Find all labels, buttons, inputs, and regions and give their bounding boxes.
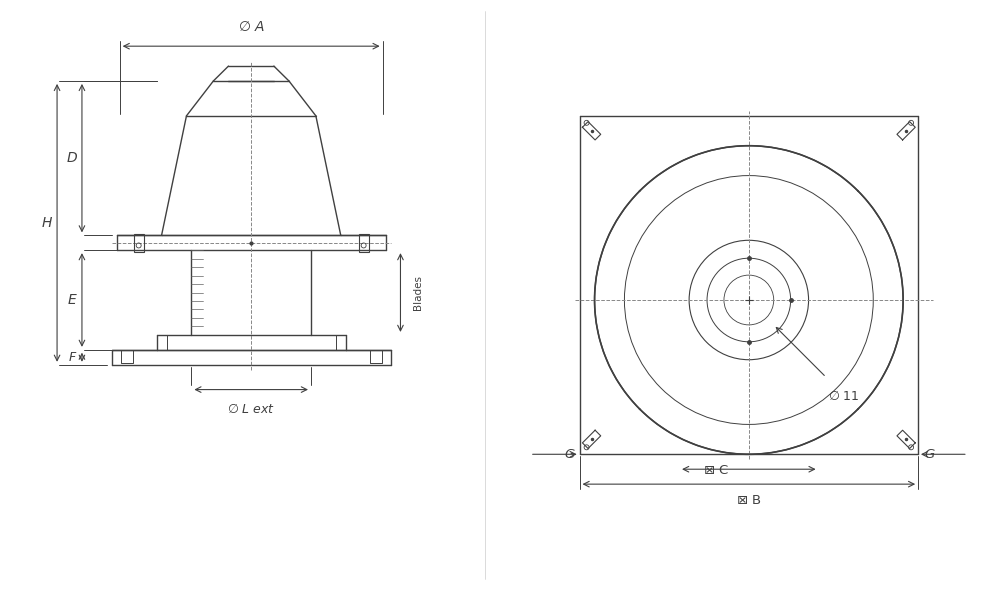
Text: $\varnothing$ 11: $\varnothing$ 11 — [828, 389, 860, 403]
Bar — [359, 234, 369, 252]
Text: $\boxtimes$ C: $\boxtimes$ C — [703, 464, 729, 477]
Text: H: H — [42, 216, 52, 230]
Text: F: F — [68, 351, 76, 364]
Text: $\boxtimes$ B: $\boxtimes$ B — [736, 494, 762, 507]
Text: E: E — [68, 293, 76, 307]
Bar — [134, 234, 144, 252]
Text: D: D — [67, 151, 77, 165]
Text: G: G — [925, 448, 935, 461]
Text: Blades: Blades — [413, 275, 423, 310]
Text: $\varnothing$ A: $\varnothing$ A — [238, 20, 265, 34]
Text: G: G — [565, 448, 575, 461]
Text: $\varnothing$ L ext: $\varnothing$ L ext — [227, 401, 275, 416]
